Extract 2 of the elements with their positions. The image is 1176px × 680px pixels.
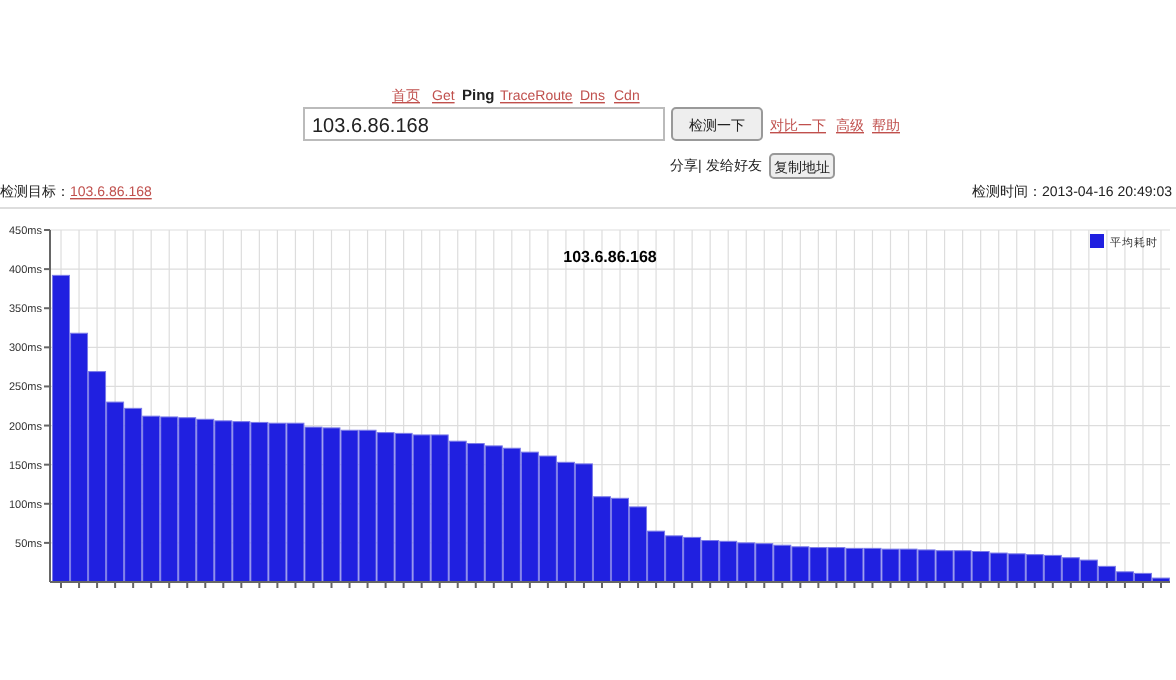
text: 103.6.86.168 — [563, 248, 658, 266]
chart-title: 103.6.86.168 — [312, 116, 429, 138]
